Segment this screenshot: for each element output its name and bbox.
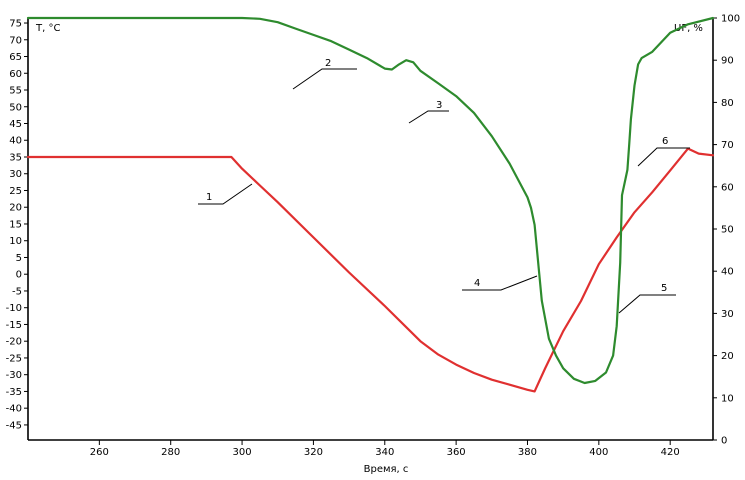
y-left-tick-label: 0 xyxy=(16,270,22,281)
y-left-tick-label: 70 xyxy=(9,35,22,46)
y-left-tick-label: 60 xyxy=(9,69,22,80)
y-left-axis-title: T, °C xyxy=(35,23,60,34)
y-right-tick-label: 70 xyxy=(721,140,734,151)
y-left-tick-label: 35 xyxy=(9,152,22,163)
y-right-tick-label: 20 xyxy=(721,351,734,362)
y-left-tick-label: 40 xyxy=(9,136,22,147)
callout-label-6: 6 xyxy=(662,136,668,147)
y-left-tick-label: 45 xyxy=(9,119,22,130)
y-left-tick-label: -20 xyxy=(6,337,22,348)
y-right-axis-title: UF, % xyxy=(674,23,703,34)
y-left-tick-label: -15 xyxy=(6,320,22,331)
x-tick-label: 340 xyxy=(375,447,394,458)
callout-label-3: 3 xyxy=(436,100,442,111)
callout-line-2 xyxy=(292,68,357,90)
y-right-tick-label: 0 xyxy=(721,436,727,447)
x-tick-label: 280 xyxy=(161,447,180,458)
callout-6: 6 xyxy=(637,136,690,167)
x-tick-label: 260 xyxy=(90,447,109,458)
y-left-tick-label: 10 xyxy=(9,236,22,247)
x-axis-ticks: 260 280 300 320 340 360 380 400 420 xyxy=(90,440,680,458)
x-tick-label: 300 xyxy=(233,447,252,458)
temperature-series-line xyxy=(26,147,715,393)
callout-line-3 xyxy=(408,110,449,124)
callout-1: 1 xyxy=(198,183,253,205)
y-left-tick-label: 15 xyxy=(9,219,22,230)
x-tick-label: 360 xyxy=(447,447,466,458)
y-left-tick-label: -10 xyxy=(6,303,22,314)
y-left-tick-label: 50 xyxy=(9,102,22,113)
x-tick-label: 420 xyxy=(661,447,680,458)
series-layer xyxy=(26,16,715,393)
y-right-tick-label: 50 xyxy=(721,225,734,236)
x-tick-label: 400 xyxy=(589,447,608,458)
callout-label-4: 4 xyxy=(474,278,480,289)
y-left-tick-label: 55 xyxy=(9,86,22,97)
y-left-tick-label: -40 xyxy=(6,404,22,415)
y-left-tick-label: 25 xyxy=(9,186,22,197)
uf-series-line xyxy=(26,16,715,385)
callout-2: 2 xyxy=(292,58,357,90)
x-tick-label: 320 xyxy=(304,447,323,458)
y-left-tick-label: -30 xyxy=(6,370,22,381)
y-right-tick-label: 90 xyxy=(721,56,734,67)
y-right-tick-label: 30 xyxy=(721,309,734,320)
callout-line-4 xyxy=(462,275,538,291)
callout-5: 5 xyxy=(618,283,676,314)
y-left-tick-label: 30 xyxy=(9,169,22,180)
x-axis-title: Время, с xyxy=(364,464,409,475)
y-left-tick-label: 75 xyxy=(9,19,22,30)
callout-label-5: 5 xyxy=(661,283,667,294)
y-left-tick-label: -45 xyxy=(6,420,22,431)
y-left-tick-label: -25 xyxy=(6,353,22,364)
y-left-tick-label: -5 xyxy=(12,286,22,297)
callout-line-6 xyxy=(637,147,690,167)
callout-label-1: 1 xyxy=(206,192,212,203)
callout-4: 4 xyxy=(462,275,538,291)
y-right-tick-label: 10 xyxy=(721,393,734,404)
y-right-tick-label: 100 xyxy=(721,14,740,25)
callout-line-5 xyxy=(618,294,676,314)
y-left-tick-label: 65 xyxy=(9,52,22,63)
y-left-tick-label: 5 xyxy=(16,253,22,264)
y-left-axis-ticks: 757065605550454035302520151050-5-10-15-2… xyxy=(6,19,28,431)
y-right-tick-label: 40 xyxy=(721,267,734,278)
callout-line-1 xyxy=(198,183,253,205)
callout-label-2: 2 xyxy=(325,58,331,69)
y-left-tick-label: -35 xyxy=(6,387,22,398)
y-left-tick-label: 20 xyxy=(9,203,22,214)
y-right-tick-label: 80 xyxy=(721,98,734,109)
x-tick-label: 380 xyxy=(518,447,537,458)
callout-3: 3 xyxy=(408,100,449,124)
y-right-tick-label: 60 xyxy=(721,182,734,193)
